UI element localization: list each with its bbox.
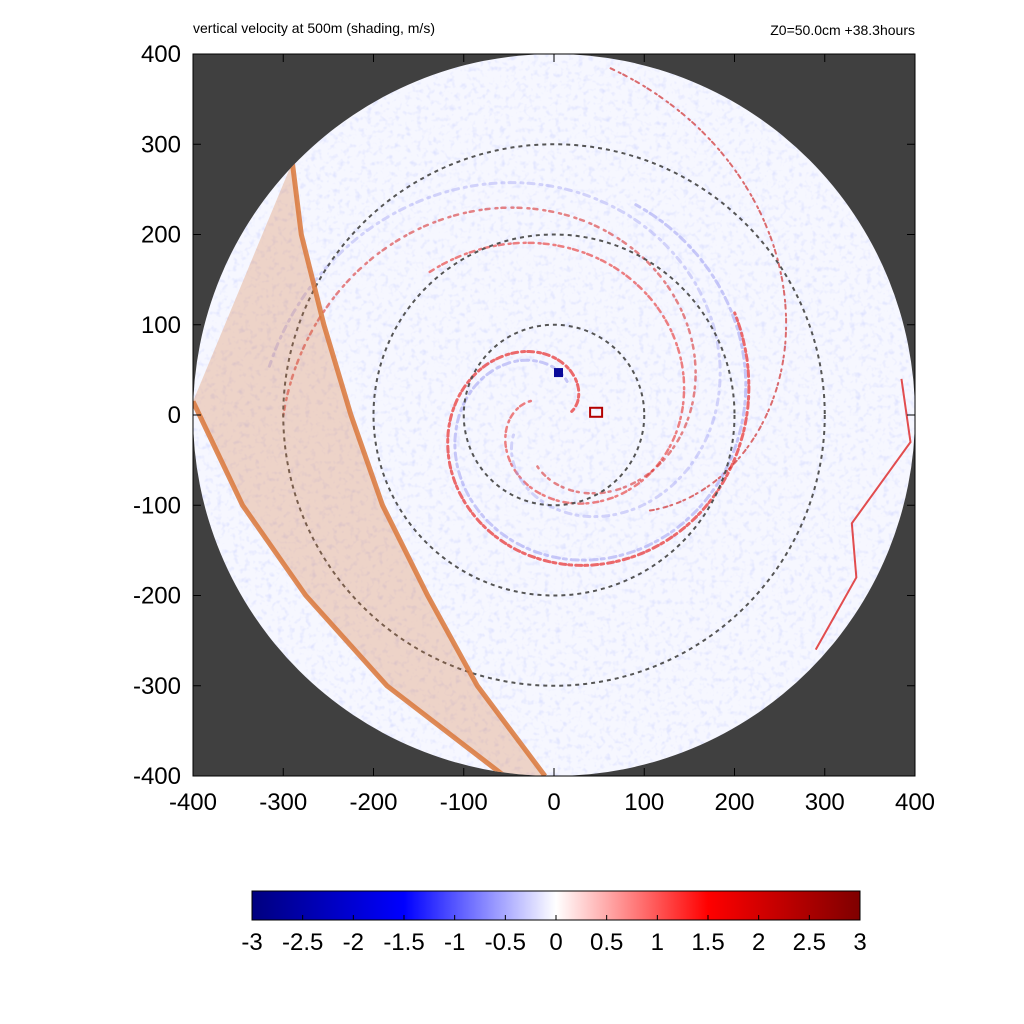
colorbar-tick-label: -2.5	[282, 929, 323, 956]
x-tick-label: 300	[805, 789, 845, 816]
y-tick-label: 100	[141, 312, 181, 339]
colorbar-tick-label: -0.5	[485, 929, 526, 956]
y-tick-label: -300	[133, 673, 181, 700]
colorbar-tick-label: -1	[444, 929, 465, 956]
band-edge	[193, 400, 506, 776]
range-ring	[282, 143, 826, 687]
core-updraft-cell	[589, 406, 604, 418]
x-tick-label: -400	[169, 789, 217, 816]
updraft-band	[446, 311, 751, 567]
colorbar-tick-label: 3	[853, 929, 866, 956]
downdraft-band	[453, 203, 748, 562]
y-tick-label: -200	[133, 583, 181, 610]
colorbar: -3 -2.5 -2 -1.5 -1 -0.5 0 0.5 1 1.5 2 2.5 3	[241, 890, 867, 956]
x-tick-label: -200	[349, 789, 397, 816]
chart-title: vertical velocity at 500m (shading, m/s)	[193, 20, 435, 36]
colorbar-tick-label: -3	[241, 929, 262, 956]
updraft-band	[428, 241, 686, 505]
x-tick-label: 200	[714, 789, 754, 816]
y-tick-label: 200	[141, 222, 181, 249]
colorbar-tick-label: 1	[651, 929, 664, 956]
velocity-noise-texture	[193, 54, 915, 776]
y-tick-label: -100	[133, 492, 181, 519]
x-tick-label: -300	[259, 789, 307, 816]
x-tick-label: -100	[440, 789, 488, 816]
updraft-band	[607, 66, 788, 512]
x-tick-label: 400	[895, 789, 935, 816]
y-tick-label: 400	[141, 41, 181, 68]
colorbar-tick-label: -2	[343, 929, 364, 956]
range-ring	[462, 323, 646, 507]
y-tick-label: 0	[168, 402, 181, 429]
y-tick-label: 300	[141, 131, 181, 158]
axes: -400 -300 -200 -100 0 100 200 300 400 -400 -300 -20…	[133, 41, 935, 816]
plot-area	[193, 54, 915, 776]
updraft-band	[814, 378, 912, 651]
x-tick-label: 0	[547, 789, 560, 816]
colorbar-tick-label: 0	[549, 929, 562, 956]
y-tick-label: -400	[133, 763, 181, 790]
colorbar-tick-label: 2	[752, 929, 765, 956]
downdraft-band	[267, 181, 722, 519]
colorbar-tick-label: 2.5	[793, 929, 826, 956]
updraft-band	[282, 206, 697, 495]
velocity-shading-features	[267, 66, 912, 651]
core-downdraft-cell	[554, 368, 563, 378]
colorbar-tick-label: 1.5	[691, 929, 724, 956]
range-ring	[372, 233, 736, 597]
shaded-band	[193, 161, 547, 776]
band-edge	[289, 161, 547, 776]
chart-subtitle: Z0=50.0cm +38.3hours	[770, 22, 915, 38]
colorbar-tick-label: -1.5	[383, 929, 424, 956]
x-tick-label: 100	[624, 789, 664, 816]
colorbar-tick-label: 0.5	[590, 929, 623, 956]
